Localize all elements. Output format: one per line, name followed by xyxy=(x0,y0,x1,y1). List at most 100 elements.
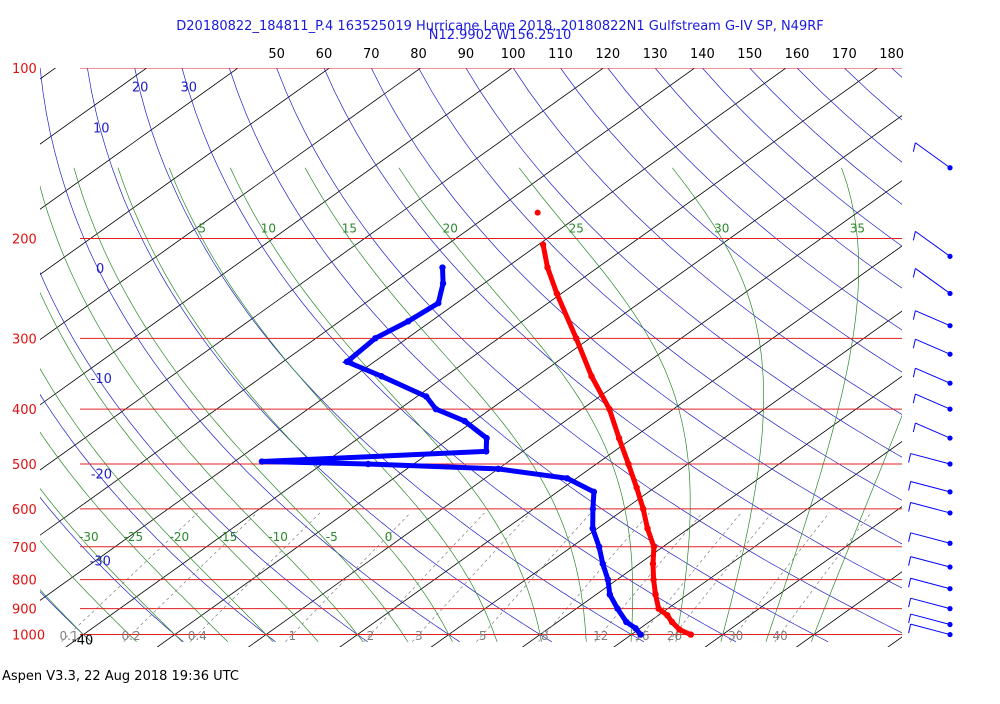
wind-barb-staff xyxy=(911,578,950,588)
pressure-label: 700 xyxy=(12,541,37,556)
wind-barb-staff xyxy=(911,533,950,543)
wind-barb-staff xyxy=(915,339,950,354)
temperature-line xyxy=(543,245,691,635)
mixing-ratio-line xyxy=(669,513,772,642)
wind-barb-staff xyxy=(915,423,950,438)
wind-barb-flag xyxy=(909,624,911,633)
wind-barb-flag xyxy=(909,557,911,566)
dry-adiabat-label: 20 xyxy=(132,80,149,95)
mixing-ratio-label: 8 xyxy=(541,629,549,643)
wind-barb-flag xyxy=(913,268,915,277)
isolated-temperature-point xyxy=(535,210,541,216)
theta-top-label: 100 xyxy=(501,47,526,62)
pressure-label: 500 xyxy=(12,458,37,473)
theta-top-label: 180 xyxy=(879,47,904,62)
mixing-ratio-label: 30 xyxy=(728,629,743,643)
dry-adiabat-line xyxy=(126,13,644,642)
wind-barb-staff xyxy=(911,454,950,464)
wind-barb-staff xyxy=(911,614,950,624)
pressure-label: 100 xyxy=(12,62,37,77)
dry-adiabat-line xyxy=(614,13,1000,642)
wind-barb-flag xyxy=(909,578,911,587)
mixing-ratio-label: 40 xyxy=(772,629,787,643)
wind-barb-staff xyxy=(911,598,950,608)
pressure-label: 400 xyxy=(12,403,37,418)
wind-barb-flag xyxy=(913,143,915,152)
pressure-label: 800 xyxy=(12,574,37,589)
mixing-ratio-label: 12 xyxy=(593,629,608,643)
theta-top-label: 90 xyxy=(458,47,475,62)
dry-adiabat-line xyxy=(703,13,1000,642)
dry-adiabat-line xyxy=(570,13,1000,642)
dry-adiabat-label: -20 xyxy=(91,467,112,482)
dry-adiabat-line xyxy=(215,13,828,642)
wind-barb-flag xyxy=(913,311,915,320)
moist-adiabat-label: -25 xyxy=(124,530,144,544)
wind-barb-staff xyxy=(915,231,950,256)
moist-adiabat-label: 35 xyxy=(850,222,865,236)
dry-adiabat-label: 10 xyxy=(93,122,110,137)
wind-barb-staff xyxy=(911,624,950,634)
theta-top-label: 130 xyxy=(643,47,668,62)
isotherm-line xyxy=(873,13,1000,658)
isotherm-line xyxy=(507,13,1000,658)
pressure-label: 1000 xyxy=(12,629,45,644)
wind-barb-flag xyxy=(909,614,911,623)
mixing-ratio-label: 2 xyxy=(367,629,375,643)
wind-barb-staff xyxy=(911,557,950,567)
wind-barb-flag xyxy=(909,481,911,490)
diagram-grid xyxy=(0,13,1000,658)
dry-adiabat-line xyxy=(437,13,1000,642)
theta-top-label: 160 xyxy=(785,47,810,62)
wind-barb-flag xyxy=(909,533,911,542)
software-footer: Aspen V3.3, 22 Aug 2018 19:36 UTC xyxy=(2,669,239,684)
isotherm-line xyxy=(690,13,1000,658)
wind-barb-staff xyxy=(915,368,950,383)
moist-adiabat-label: -5 xyxy=(326,530,338,544)
moist-adiabat-label: -10 xyxy=(268,530,288,544)
mixing-ratio-label: 0.2 xyxy=(121,629,140,643)
isotherm-line xyxy=(0,13,315,658)
moist-adiabat-label: 5 xyxy=(198,222,206,236)
theta-top-label: 170 xyxy=(832,47,857,62)
mixing-ratio-label: 3 xyxy=(415,629,423,643)
dry-adiabat-label: 0 xyxy=(96,262,104,277)
dry-adiabat-line xyxy=(0,13,276,642)
wind-barb-flag xyxy=(909,454,911,463)
mixing-ratio-line xyxy=(775,513,871,642)
pressure-label: 900 xyxy=(12,603,37,618)
moist-adiabat-label: -20 xyxy=(170,530,190,544)
dry-adiabat-line xyxy=(792,13,1000,642)
mixing-ratio-line xyxy=(476,513,590,642)
wind-barb-staff xyxy=(911,481,950,491)
dry-adiabat-line xyxy=(348,13,1000,642)
mixing-ratio-label: 1 xyxy=(288,629,296,643)
moist-adiabat-label: 25 xyxy=(569,222,584,236)
wind-barb-flag xyxy=(909,598,911,607)
dry-adiabat-line xyxy=(0,13,368,642)
sounding-profiles xyxy=(259,210,694,638)
theta-top-label: 120 xyxy=(595,47,620,62)
dry-adiabat-line xyxy=(836,13,1000,642)
pressure-label: 200 xyxy=(12,233,37,248)
theta-top-label: 80 xyxy=(410,47,427,62)
theta-top-label: 140 xyxy=(690,47,715,62)
dry-adiabat-label: -30 xyxy=(90,554,111,569)
moist-adiabat-label: 0 xyxy=(385,530,393,544)
theta-top-label: 70 xyxy=(363,47,380,62)
moist-adiabat-label: -15 xyxy=(218,530,238,544)
mixing-ratio-line xyxy=(412,513,530,642)
wind-barb-staff xyxy=(911,502,950,512)
wind-barb-staff xyxy=(915,394,950,409)
moist-adiabat-label: 15 xyxy=(342,222,357,236)
isotherm-line xyxy=(51,13,955,658)
wind-barb-flag xyxy=(913,231,915,240)
isotherm-line xyxy=(325,13,1000,658)
moist-adiabat-label: 30 xyxy=(714,222,729,236)
wind-barbs xyxy=(909,143,953,637)
theta-top-label: 110 xyxy=(548,47,573,62)
dry-adiabat-line xyxy=(82,13,552,642)
mixing-ratio-label: 0.4 xyxy=(188,629,207,643)
